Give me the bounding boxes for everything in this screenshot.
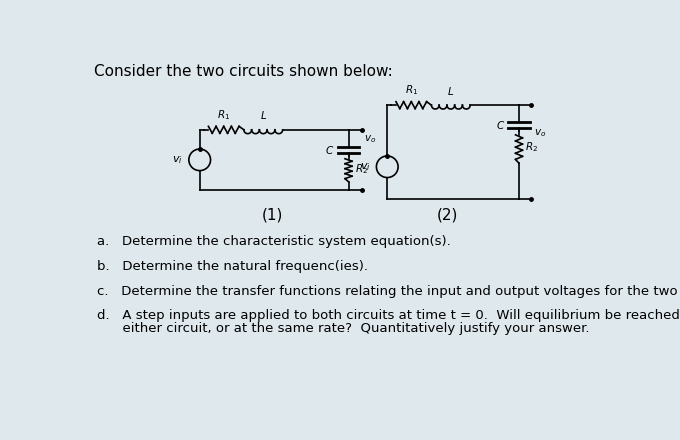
Text: $R_2$: $R_2$	[355, 162, 368, 176]
Text: $v_o$: $v_o$	[364, 133, 376, 145]
Text: $R_2$: $R_2$	[525, 140, 539, 154]
Text: $C$: $C$	[496, 119, 505, 131]
Text: Consider the two circuits shown below:: Consider the two circuits shown below:	[95, 63, 393, 79]
Text: $v_i$: $v_i$	[360, 161, 370, 172]
Text: c.   Determine the transfer functions relating the input and output voltages for: c. Determine the transfer functions rela…	[97, 285, 680, 297]
Text: $R_1$: $R_1$	[217, 108, 231, 122]
Text: either circuit, or at the same rate?  Quantitatively justify your answer.: either circuit, or at the same rate? Qua…	[97, 322, 589, 335]
Text: b.   Determine the natural frequenc(ies).: b. Determine the natural frequenc(ies).	[97, 260, 368, 273]
Text: $C$: $C$	[325, 144, 335, 156]
Text: (1): (1)	[262, 207, 284, 222]
Text: a.   Determine the characteristic system equation(s).: a. Determine the characteristic system e…	[97, 235, 450, 248]
Text: $v_i$: $v_i$	[172, 154, 183, 166]
Text: d.   A step inputs are applied to both circuits at time t = 0.  Will equilibrium: d. A step inputs are applied to both cir…	[97, 309, 680, 322]
Text: $v_o$: $v_o$	[534, 127, 547, 139]
Text: (2): (2)	[437, 207, 458, 222]
Text: $L$: $L$	[447, 84, 454, 97]
Text: $R_1$: $R_1$	[405, 84, 418, 98]
Text: $L$: $L$	[260, 109, 267, 121]
